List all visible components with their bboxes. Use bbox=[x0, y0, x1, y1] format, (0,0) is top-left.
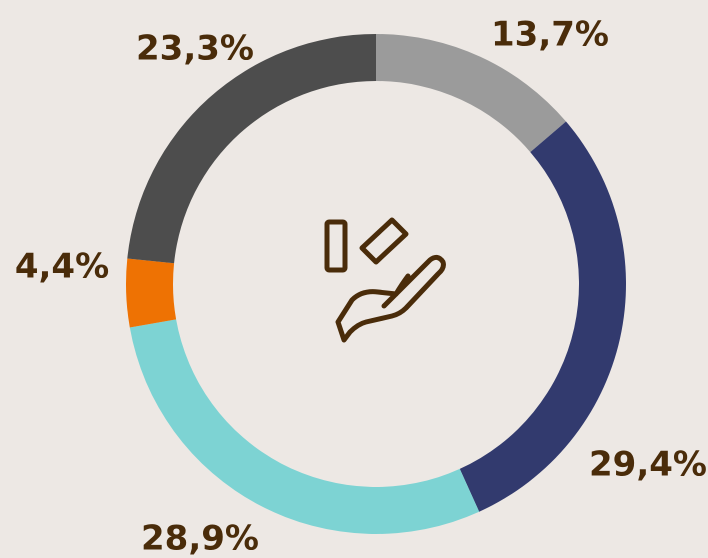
icon-bar-tilted bbox=[359, 217, 409, 265]
data-label: 28,9% bbox=[141, 519, 259, 558]
donut-segment bbox=[127, 34, 376, 264]
data-label: 29,4% bbox=[589, 445, 707, 485]
data-label: 4,4% bbox=[15, 247, 109, 287]
center-icon bbox=[324, 217, 446, 343]
data-label: 23,3% bbox=[136, 29, 254, 69]
donut-segment bbox=[126, 258, 177, 328]
icon-hand-line bbox=[381, 291, 399, 309]
donut-segment bbox=[459, 121, 626, 512]
icon-bar bbox=[324, 219, 348, 273]
donut-segment bbox=[376, 34, 567, 153]
data-label: 13,7% bbox=[491, 15, 609, 55]
donut-segment bbox=[129, 319, 480, 534]
